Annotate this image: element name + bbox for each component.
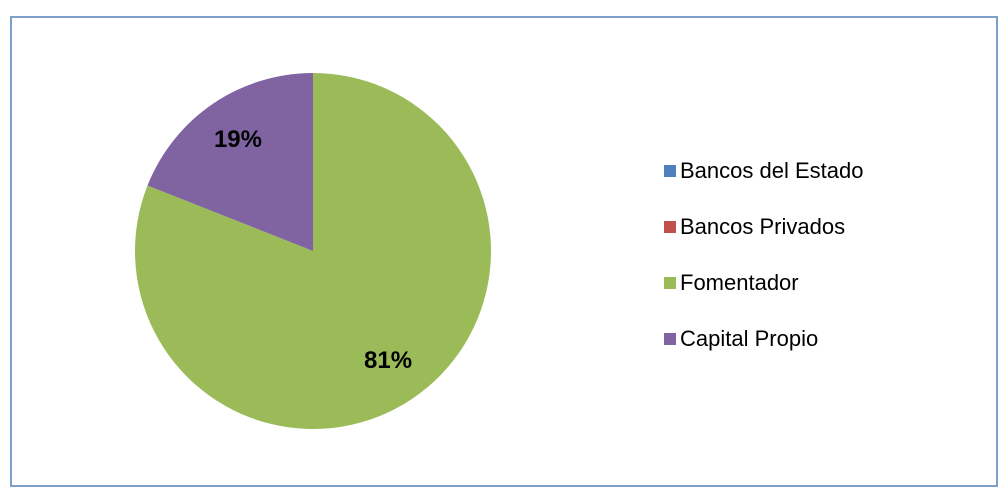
- legend-text: Capital Propio: [680, 326, 818, 351]
- value-label: 81%: [364, 347, 412, 374]
- legend-swatch: [664, 277, 676, 289]
- pie-slice: [147, 73, 313, 251]
- legend-text: Bancos del Estado: [680, 158, 863, 183]
- legend-swatch: [664, 333, 676, 345]
- legend-text: Fomentador: [680, 270, 799, 295]
- value-label: 19%: [214, 126, 262, 153]
- legend-swatch: [664, 165, 676, 177]
- legend-swatch: [664, 221, 676, 233]
- legend-text: Bancos Privados: [680, 214, 845, 239]
